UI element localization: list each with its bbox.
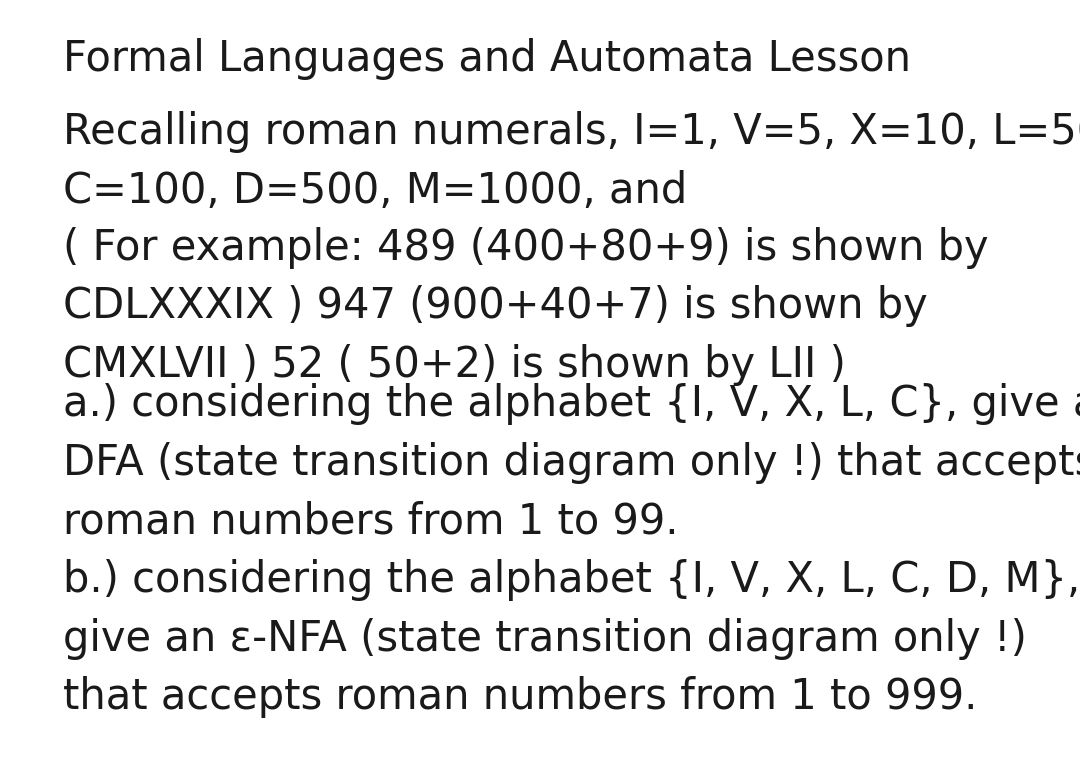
Text: ( For example: 489 (400+80+9) is shown by
CDLXXXIX ) 947 (900+40+7) is shown by
: ( For example: 489 (400+80+9) is shown b…: [63, 227, 988, 386]
Text: b.) considering the alphabet {I, V, X, L, C, D, M},
give an ε-NFA (state transit: b.) considering the alphabet {I, V, X, L…: [63, 559, 1080, 718]
Text: a.) considering the alphabet {I, V, X, L, C}, give a
DFA (state transition diagr: a.) considering the alphabet {I, V, X, L…: [63, 383, 1080, 542]
Text: Formal Languages and Automata Lesson: Formal Languages and Automata Lesson: [63, 38, 910, 80]
Text: Recalling roman numerals, I=1, V=5, X=10, L=50,
C=100, D=500, M=1000, and: Recalling roman numerals, I=1, V=5, X=10…: [63, 111, 1080, 212]
